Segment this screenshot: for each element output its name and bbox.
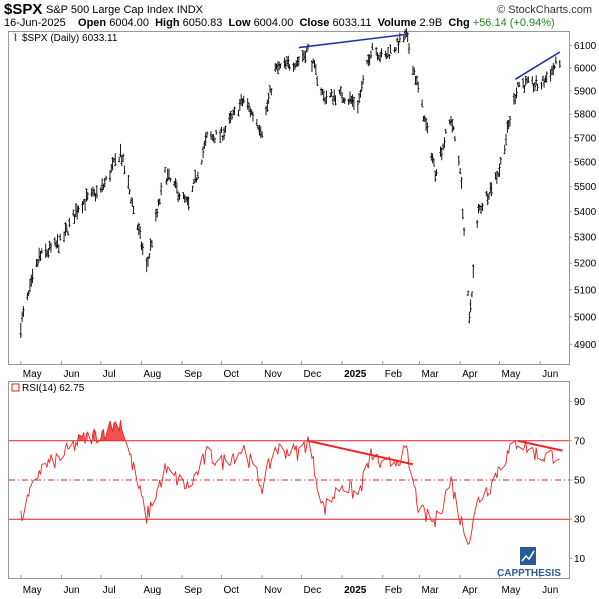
change-value: +56.14 (+0.94%) <box>472 17 555 29</box>
rsi-legend-label: RSI(14) 62.75 <box>22 383 85 394</box>
month-label: 2025 <box>344 585 367 596</box>
month-label: Oct <box>223 369 239 380</box>
high-value: 6050.83 <box>182 17 223 29</box>
rsi-trendline <box>307 439 414 466</box>
rsi-y-axis: 90 70 50 30 10 <box>569 397 586 565</box>
month-label: Jun <box>542 585 558 596</box>
volume-label: Volume <box>377 17 417 29</box>
month-label: Jun <box>63 369 79 380</box>
price-y-axis: 6100 6000 5900 5800 5700 5600 5500 5400 5300 5200… <box>569 41 597 351</box>
month-label: Sep <box>184 369 202 380</box>
price-y-tick-label: 5800 <box>574 110 597 121</box>
price-legend-label: $SPX (Daily) 6033.11 <box>22 33 118 44</box>
open-label: Open <box>78 17 107 29</box>
price-trendline <box>514 51 561 81</box>
price-panel-frame <box>8 31 570 365</box>
price-y-tick-label: 5300 <box>574 233 597 244</box>
rsi-y-tick-label: 30 <box>574 515 586 526</box>
month-label: Nov <box>264 369 282 380</box>
security-fullname: S&P 500 Large Cap Index <box>46 4 174 16</box>
rsi-y-tick-label: 50 <box>574 476 586 487</box>
price-y-tick-label: 5700 <box>574 133 597 144</box>
quote-date: 16-Jun-2025 <box>4 17 66 29</box>
month-label: Oct <box>223 585 239 596</box>
month-label: Apr <box>462 585 478 596</box>
rsi-x-axis: May Jun Jul Aug Sep Oct Nov Dec 2025 Feb Mar Apr May… <box>20 575 558 596</box>
price-y-tick-label: 5100 <box>574 285 597 296</box>
volume-value: 2.9B <box>419 17 443 29</box>
month-label: May <box>23 369 42 380</box>
security-name: S&P 500 Large Cap Index INDX <box>46 4 203 16</box>
month-label: Jun <box>63 585 79 596</box>
rsi-trendline <box>517 439 563 452</box>
price-y-tick-label: 5200 <box>574 259 597 270</box>
rsi-overbought-fill <box>92 429 96 441</box>
month-label: Dec <box>303 585 321 596</box>
month-label: Nov <box>264 585 282 596</box>
month-label: 2025 <box>344 369 367 380</box>
price-plot-area <box>19 28 562 339</box>
month-label: Jul <box>103 585 116 596</box>
price-x-axis: May Jun Jul Aug Sep Oct Nov Dec 2025 Feb Mar Apr May… <box>20 361 558 380</box>
rsi-y-tick-label: 10 <box>574 554 586 565</box>
rsi-legend-marker <box>11 383 20 392</box>
rsi-y-tick-label: 90 <box>574 397 586 408</box>
rsi-plot-area <box>9 420 569 545</box>
price-legend: ⌇ $SPX (Daily) 6033.11 <box>13 33 118 44</box>
rsi-overbought-fill <box>100 420 125 441</box>
month-label: Dec <box>303 369 321 380</box>
quote-line: 16-Jun-2025 Open 6004.00 High 6050.83 Lo… <box>4 17 555 29</box>
month-label: Sep <box>184 585 202 596</box>
low-label: Low <box>228 17 251 29</box>
rsi-y-tick-label: 70 <box>574 436 586 447</box>
rsi-legend: RSI(14) 62.75 <box>11 383 85 394</box>
price-legend-marker: ⌇ <box>13 33 18 44</box>
rsi-line <box>20 420 560 545</box>
chart-header: $SPX S&P 500 Large Cap Index INDX © Stoc… <box>4 1 596 31</box>
price-y-tick-label: 5500 <box>574 182 597 193</box>
price-y-tick-label: 5600 <box>574 158 597 169</box>
close-label: Close <box>299 17 330 29</box>
month-label: May <box>23 585 42 596</box>
month-label: Feb <box>385 585 403 596</box>
month-label: Jul <box>103 369 116 380</box>
price-y-tick-label: 6000 <box>574 63 597 74</box>
price-trendline <box>298 33 408 49</box>
month-label: Mar <box>421 369 439 380</box>
open-value: 6004.00 <box>109 17 149 29</box>
month-label: Aug <box>143 369 161 380</box>
month-label: Apr <box>462 369 478 380</box>
change-label: Chg <box>448 17 470 29</box>
rsi-overbought-fill <box>78 432 84 441</box>
logo-icon <box>520 547 536 565</box>
month-label: Mar <box>421 585 439 596</box>
price-y-tick-label: 5400 <box>574 207 597 218</box>
capp-thesis-logo: CAPPTHESIS <box>497 547 561 579</box>
month-label: Jun <box>542 369 558 380</box>
price-y-tick-label: 6100 <box>574 41 597 52</box>
exchange-code: INDX <box>176 4 203 16</box>
low-value: 6004.00 <box>253 17 294 29</box>
brand-watermark: © StockCharts.com <box>497 4 592 16</box>
logo-chart-icon <box>521 550 535 562</box>
month-label: May <box>501 369 520 380</box>
price-y-tick-label: 4900 <box>574 340 597 351</box>
high-label: High <box>155 17 180 29</box>
month-label: Feb <box>385 369 403 380</box>
price-y-tick-label: 5900 <box>574 86 597 97</box>
ticker-symbol: $SPX <box>4 1 43 18</box>
month-label: May <box>501 585 520 596</box>
close-value: 6033.11 <box>332 17 372 29</box>
month-label: Aug <box>143 585 161 596</box>
logo-text: CAPPTHESIS <box>497 568 561 579</box>
price-y-tick-label: 5000 <box>574 312 597 323</box>
